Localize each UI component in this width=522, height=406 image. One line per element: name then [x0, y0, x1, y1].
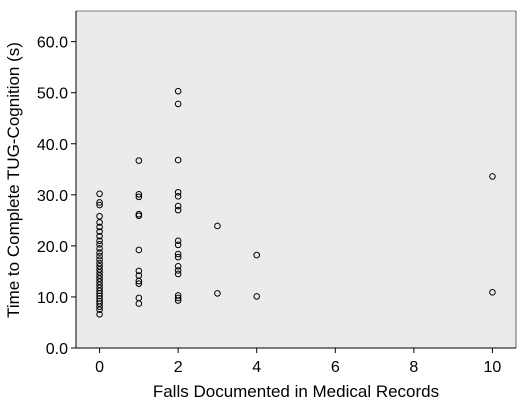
- data-points: [96, 87, 496, 318]
- y-tick-label: 40.0: [37, 137, 68, 154]
- x-tick-label: 8: [409, 359, 418, 376]
- data-point: [135, 300, 143, 307]
- data-point: [174, 297, 182, 304]
- data-point: [96, 311, 103, 318]
- data-point: [96, 190, 103, 198]
- y-tick-label: 20.0: [37, 239, 68, 256]
- data-point: [253, 293, 261, 300]
- data-point: [174, 241, 182, 249]
- x-tick-label: 6: [331, 359, 340, 376]
- data-point: [96, 259, 103, 267]
- data-point: [174, 267, 182, 274]
- data-point: [253, 251, 261, 259]
- data-point: [96, 199, 103, 206]
- x-axis-title: Falls Documented in Medical Records: [153, 382, 439, 401]
- y-tick-label: 50.0: [37, 86, 68, 103]
- data-point: [174, 156, 182, 164]
- data-point: [174, 237, 182, 245]
- data-point: [135, 246, 143, 254]
- data-point: [96, 249, 103, 256]
- data-point: [174, 253, 182, 261]
- data-point: [174, 263, 182, 270]
- x-tick-label: 2: [174, 359, 183, 376]
- y-axis-ticks: 0.0 10.0 20.0 30.0 40.0 50.0 60.0: [37, 35, 76, 358]
- data-point: [135, 277, 143, 285]
- data-point: [96, 223, 103, 231]
- y-tick-label: 10.0: [37, 290, 68, 307]
- data-point: [96, 278, 103, 285]
- data-point: [489, 289, 496, 296]
- data-point: [135, 157, 143, 164]
- data-point: [96, 212, 103, 220]
- data-point: [96, 303, 103, 310]
- data-point: [174, 87, 182, 95]
- data-point: [135, 267, 143, 275]
- data-point: [214, 222, 221, 230]
- y-tick-label: 0.0: [46, 341, 68, 358]
- data-point: [96, 245, 103, 252]
- plot-area: [76, 11, 516, 348]
- data-point: [96, 272, 103, 279]
- data-point: [96, 306, 103, 314]
- data-point: [96, 228, 103, 235]
- data-point: [135, 212, 143, 220]
- data-point: [174, 250, 182, 258]
- data-point: [489, 173, 496, 180]
- data-point: [96, 263, 103, 270]
- data-point: [96, 232, 103, 240]
- data-point: [174, 202, 182, 210]
- data-point: [214, 290, 221, 297]
- data-point: [96, 252, 103, 260]
- data-point: [135, 280, 143, 287]
- data-point: [96, 201, 103, 209]
- data-point: [96, 256, 103, 263]
- data-point: [135, 191, 143, 198]
- data-point: [96, 269, 103, 276]
- data-point: [174, 100, 182, 108]
- x-tick-label: 10: [484, 359, 502, 376]
- data-point: [174, 188, 182, 196]
- data-point: [174, 206, 182, 214]
- data-point: [96, 300, 103, 307]
- y-tick-label: 60.0: [37, 35, 68, 52]
- data-point: [96, 266, 103, 273]
- data-point: [96, 237, 103, 245]
- x-tick-label: 4: [252, 359, 261, 376]
- y-axis-title: Time to Complete TUG-Cognition (s): [4, 42, 23, 318]
- y-tick-label: 30.0: [37, 188, 68, 205]
- data-point: [135, 193, 143, 201]
- data-point: [174, 193, 182, 200]
- data-point: [174, 270, 182, 278]
- data-point: [96, 275, 103, 282]
- data-point: [96, 241, 103, 248]
- data-point: [96, 219, 103, 226]
- data-point: [174, 294, 182, 302]
- x-tick-label: 0: [95, 359, 104, 376]
- x-axis-ticks: 0 2 4 6 8 10: [95, 348, 501, 376]
- data-point: [96, 281, 103, 288]
